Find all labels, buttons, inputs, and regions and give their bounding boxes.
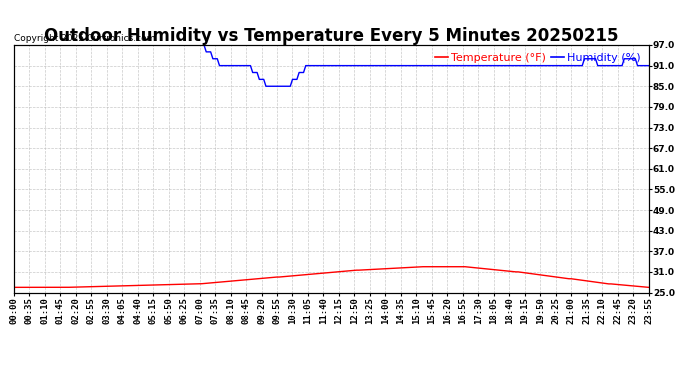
Text: Copyright 2025 Curtronics.com: Copyright 2025 Curtronics.com <box>14 33 155 42</box>
Legend: Temperature (°F), Humidity (%): Temperature (°F), Humidity (%) <box>433 51 643 65</box>
Title: Outdoor Humidity vs Temperature Every 5 Minutes 20250215: Outdoor Humidity vs Temperature Every 5 … <box>44 27 618 45</box>
